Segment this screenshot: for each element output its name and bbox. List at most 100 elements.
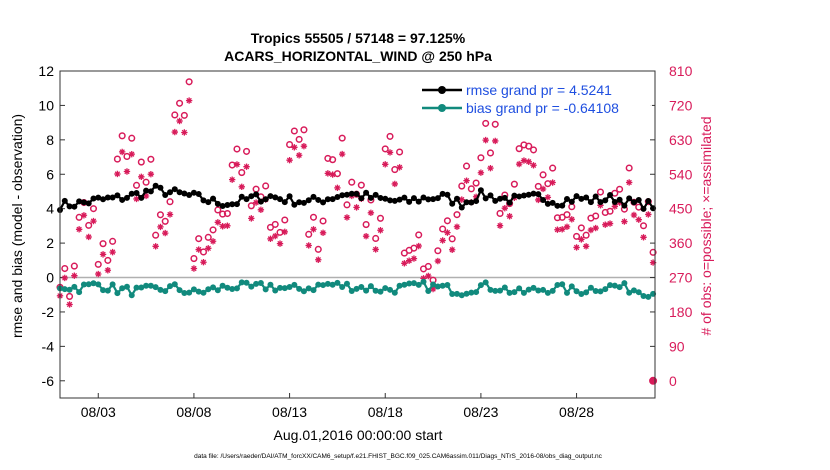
obs-assimilated-point <box>372 246 379 253</box>
obs-assimilated-point <box>492 137 499 145</box>
obs-assimilated-point <box>75 226 83 233</box>
y-tick-label: -2 <box>42 304 55 320</box>
obs-assimilated-point <box>602 221 609 228</box>
bias-point <box>458 292 465 299</box>
bias-point <box>530 284 537 291</box>
obs-possible-point <box>544 180 552 188</box>
obs-assimilated-point <box>219 223 226 230</box>
bias-point <box>186 289 193 296</box>
rmse-point <box>449 200 456 207</box>
rmse-point <box>530 190 537 197</box>
obs-assimilated-point <box>649 259 657 266</box>
bias-point <box>90 280 97 287</box>
bias-point <box>453 290 460 297</box>
bias-point <box>549 287 556 294</box>
rmse-point <box>453 195 460 202</box>
obs-assimilated-point <box>286 156 293 164</box>
rmse-point <box>109 194 116 201</box>
bias-point <box>138 284 145 291</box>
rmse-point <box>578 195 585 202</box>
bias-point <box>497 287 504 294</box>
y-tick-label: 10 <box>38 97 54 113</box>
rmse-point <box>587 199 594 206</box>
rmse-point <box>358 195 365 202</box>
rmse-point <box>152 182 159 189</box>
obs-possible-point <box>616 185 624 193</box>
obs-assimilated-point <box>80 212 88 219</box>
obs-assimilated-point <box>635 216 642 223</box>
obs-assimilated-point <box>353 204 360 211</box>
chart-subtitle: ACARS_HORIZONTAL_WIND @ 250 hPa <box>224 48 492 64</box>
bias-point <box>607 282 614 289</box>
rmse-point <box>291 201 298 208</box>
obs-possible-point <box>448 235 456 243</box>
bias-point <box>205 286 212 293</box>
obs-final-point <box>649 376 658 385</box>
rmse-point <box>592 193 599 200</box>
obs-possible-point <box>458 182 466 190</box>
rmse-point <box>281 199 288 206</box>
obs-assimilated-point <box>425 272 432 280</box>
obs-possible-point <box>515 145 523 153</box>
obs-assimilated-point <box>563 223 571 230</box>
rmse-point <box>238 193 245 200</box>
legend-bias-label: bias grand pr = -0.64108 <box>466 100 619 116</box>
y2-tick-label: 810 <box>669 63 693 79</box>
obs-assimilated-point <box>487 164 494 172</box>
obs-assimilated-point <box>463 177 470 184</box>
bias-point <box>85 281 92 288</box>
bias-point <box>626 289 633 296</box>
bias-point <box>339 284 346 291</box>
obs-assimilated-point <box>205 245 212 252</box>
obs-possible-point <box>180 111 188 119</box>
obs-assimilated-point <box>209 238 217 245</box>
obs-possible-point <box>510 180 518 188</box>
obs-possible-point <box>252 185 260 193</box>
rmse-point <box>190 189 197 196</box>
plot-frame <box>59 70 656 399</box>
bias-point <box>463 290 470 297</box>
obs-assimilated-point <box>329 171 336 178</box>
bias-point <box>61 286 68 293</box>
obs-possible-point <box>424 262 432 270</box>
obs-possible-point <box>137 158 145 166</box>
plot-area: 12 10 8 6 4 2 0 -2 -4 -6 810 720 630 540 450 360 270 180 9… <box>38 63 692 420</box>
bias-point <box>391 289 398 296</box>
obs-assimilated-point <box>272 232 279 240</box>
rmse-point <box>563 195 570 202</box>
rmse-point <box>296 199 303 206</box>
rmse-point <box>377 194 384 201</box>
bias-point <box>592 287 599 294</box>
obs-assimilated-point <box>257 206 265 214</box>
obs-possible-point <box>233 145 241 153</box>
bias-point <box>506 289 513 296</box>
bias-point <box>396 282 403 289</box>
obs-possible-point <box>271 220 279 228</box>
obs-assimilated-point <box>453 223 461 230</box>
obs-possible-point <box>166 198 174 206</box>
obs-possible-point <box>204 233 212 241</box>
obs-possible-point <box>482 119 490 127</box>
obs-possible-point <box>176 99 184 107</box>
bias-point <box>119 285 126 292</box>
obs-possible-point <box>467 185 475 193</box>
obs-assimilated-point <box>458 196 465 203</box>
obs-assimilated-point <box>99 251 107 258</box>
rmse-point <box>487 192 494 199</box>
bias-point <box>482 279 489 286</box>
obs-assimilated-point <box>429 285 437 293</box>
obs-assimilated-point <box>147 170 155 178</box>
obs-assimilated-point <box>472 193 480 200</box>
rmse-point <box>248 193 255 200</box>
obs-possible-point <box>305 230 313 238</box>
obs-assimilated-point <box>587 226 595 234</box>
obs-possible-point <box>109 237 117 245</box>
obs-assimilated-point <box>252 199 260 206</box>
obs-assimilated-point <box>267 235 274 243</box>
rmse-point <box>315 196 322 203</box>
y2-tick-label: 630 <box>669 132 693 148</box>
bias-point <box>563 289 570 296</box>
obs-assimilated-point <box>544 194 552 201</box>
rmse-point <box>626 195 633 202</box>
bias-point <box>430 281 437 288</box>
